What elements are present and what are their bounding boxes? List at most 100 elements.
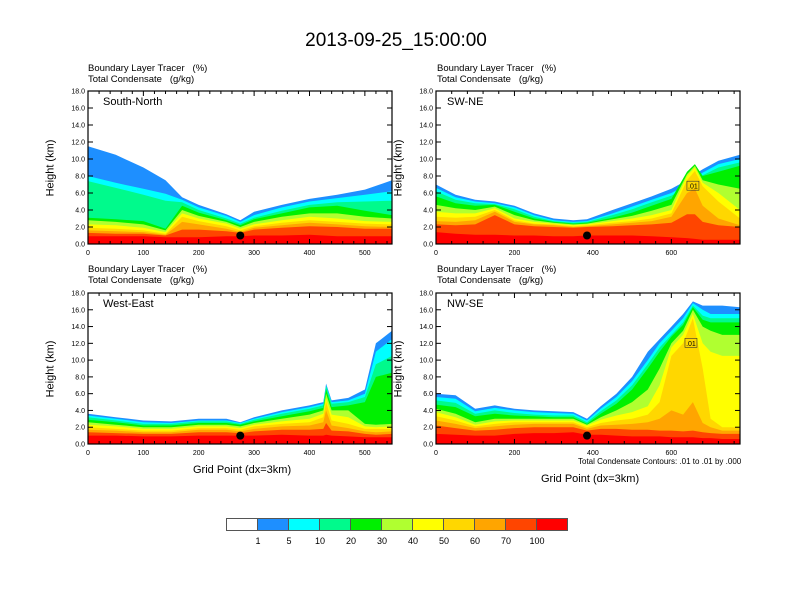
y-tick-label: 6.0 xyxy=(423,191,433,198)
y-tick-label: 8.0 xyxy=(423,374,433,381)
colorbar-label: 100 xyxy=(529,536,545,546)
x-tick-label: 600 xyxy=(666,450,678,457)
panel-top-right: 0.0 2.0 4.0 6.0 8.0 10.0 12.0 14.0 16.0 18.0 0 200 4… xyxy=(419,89,741,257)
y-tick-label: 18.0 xyxy=(419,291,433,298)
panel-bottom-right: 0.0 2.0 4.0 6.0 8.0 10.0 12.0 14.0 16.0 18.0 0 200 4… xyxy=(419,291,741,457)
colorbar-label: 1 xyxy=(255,536,261,546)
panel-subtitle-line1: Boundary Layer Tracer (%) xyxy=(88,264,208,275)
x-tick-label: 500 xyxy=(359,250,371,257)
x-tick-label: 300 xyxy=(248,450,260,457)
y-tick-label: 12.0 xyxy=(419,140,433,147)
plot-frame xyxy=(87,90,393,245)
y-tick-label: 10.0 xyxy=(71,157,85,164)
panel-bottom-left: 0.0 2.0 4.0 6.0 8.0 10.0 12.0 14.0 16.0 18.0 0 100 2… xyxy=(71,291,393,457)
panel-subtitle-line2: Total Condensate (g/kg) xyxy=(88,274,195,286)
y-tick-label: 16.0 xyxy=(71,307,85,314)
x-tick-label: 0 xyxy=(434,450,438,457)
panel-subtitle-line1: Boundary Layer Tracer (%) xyxy=(437,264,557,275)
location-marker xyxy=(583,231,592,240)
x-tick-label: 200 xyxy=(193,450,205,457)
panel-subtitle-line1: Boundary Layer Tracer (%) xyxy=(437,63,557,74)
y-tick-label: 6.0 xyxy=(75,391,85,398)
plot-frame xyxy=(435,90,741,245)
y-tick-label: 0.0 xyxy=(75,242,85,249)
x-axis-label: Grid Point (dx=3km) xyxy=(193,464,292,476)
y-tick-label: 4.0 xyxy=(423,408,433,415)
x-tick-label: 200 xyxy=(193,250,205,257)
colorbar-label: 5 xyxy=(286,536,292,546)
colorbar-swatch xyxy=(289,519,320,530)
colorbar-label: 20 xyxy=(345,536,357,546)
colorbar-swatch xyxy=(382,519,413,530)
y-tick-label: 8.0 xyxy=(75,174,85,181)
colorbar-swatch xyxy=(506,519,537,530)
colorbar-swatch xyxy=(413,519,444,530)
x-tick-label: 400 xyxy=(304,250,316,257)
y-tick-label: 10.0 xyxy=(419,157,433,164)
colorbar-swatch xyxy=(444,519,475,530)
contour-band-50 xyxy=(436,318,740,444)
contour-label: .01 xyxy=(688,184,698,191)
panel-name: NW-SE xyxy=(447,298,484,310)
location-marker xyxy=(236,231,245,240)
colorbar-label: 60 xyxy=(469,536,481,546)
x-tick-label: 100 xyxy=(138,450,150,457)
y-tick-label: 16.0 xyxy=(71,106,85,113)
y-tick-label: 12.0 xyxy=(71,140,85,147)
y-tick-label: 12.0 xyxy=(71,341,85,348)
colorbar-label: 30 xyxy=(376,536,388,546)
x-tick-label: 0 xyxy=(434,250,438,257)
y-tick-label: 18.0 xyxy=(71,89,85,96)
filled-contours xyxy=(436,301,740,444)
colorbar-label: 70 xyxy=(500,536,512,546)
x-tick-label: 400 xyxy=(304,450,316,457)
x-tick-label: 0 xyxy=(86,250,90,257)
y-tick-label: 14.0 xyxy=(71,324,85,331)
x-tick-label: 100 xyxy=(138,250,150,257)
y-tick-label: 4.0 xyxy=(423,208,433,215)
colorbar-label: 10 xyxy=(314,536,326,546)
y-tick-label: 4.0 xyxy=(75,208,85,215)
colorbar-swatch xyxy=(351,519,382,530)
panel-subtitle-line1: Boundary Layer Tracer (%) xyxy=(88,63,208,74)
y-tick-label: 8.0 xyxy=(423,174,433,181)
y-tick-label: 18.0 xyxy=(419,89,433,96)
location-marker xyxy=(583,431,592,440)
main-title: 2013-09-25_15:00:00 xyxy=(305,30,487,51)
filled-contours xyxy=(88,330,392,444)
contour-note: Total Condensate Contours: .01 to .01 by… xyxy=(578,457,742,466)
y-tick-label: 2.0 xyxy=(423,425,433,432)
y-tick-label: 2.0 xyxy=(75,425,85,432)
y-tick-label: 14.0 xyxy=(419,324,433,331)
plot-frame xyxy=(87,292,393,445)
y-tick-label: 12.0 xyxy=(419,341,433,348)
x-tick-label: 400 xyxy=(587,250,599,257)
y-tick-label: 10.0 xyxy=(71,358,85,365)
y-tick-label: 0.0 xyxy=(423,442,433,449)
y-tick-label: 2.0 xyxy=(75,225,85,232)
y-tick-label: 14.0 xyxy=(419,123,433,130)
x-tick-label: 400 xyxy=(587,450,599,457)
panel-name: West-East xyxy=(103,298,154,310)
panel-name: SW-NE xyxy=(447,96,484,108)
x-tick-label: 600 xyxy=(666,250,678,257)
colorbar-label: 50 xyxy=(438,536,450,546)
x-tick-label: 200 xyxy=(509,250,521,257)
y-tick-label: 0.0 xyxy=(423,242,433,249)
colorbar-swatch xyxy=(258,519,289,530)
contour-label-box xyxy=(684,338,698,348)
plot-frame xyxy=(435,292,741,445)
y-tick-label: 14.0 xyxy=(71,123,85,130)
y-tick-label: 18.0 xyxy=(71,291,85,298)
panel-subtitle-line2: Total Condensate (g/kg) xyxy=(88,73,195,85)
location-marker xyxy=(236,431,245,440)
colorbar-swatch xyxy=(320,519,351,530)
colorbar xyxy=(226,518,568,531)
filled-contours xyxy=(88,146,392,244)
x-tick-label: 200 xyxy=(509,450,521,457)
x-tick-label: 300 xyxy=(248,250,260,257)
panel-subtitle-line2: Total Condensate (g/kg) xyxy=(437,73,544,85)
contour-label-box xyxy=(686,180,700,191)
y-tick-label: 0.0 xyxy=(75,442,85,449)
panel-subtitle-line2: Total Condensate (g/kg) xyxy=(437,274,544,286)
